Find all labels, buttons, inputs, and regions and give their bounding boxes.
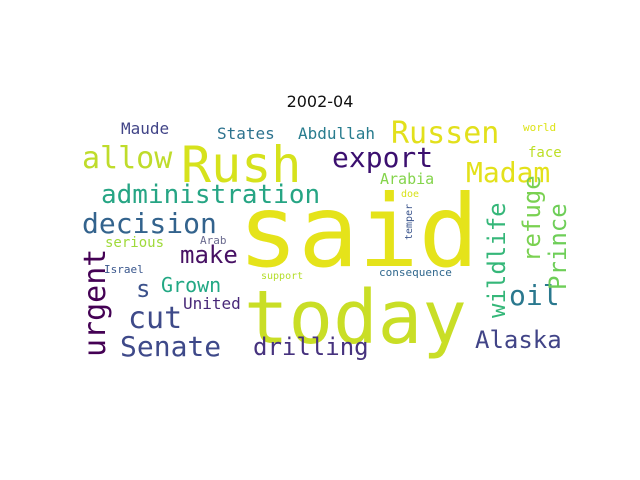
word-prince: Prince [544, 203, 572, 290]
word-said: said [238, 173, 479, 290]
word-world: world [523, 121, 556, 134]
word-madam: Madam [466, 156, 550, 189]
word-maude: Maude [121, 119, 169, 138]
word-serious: serious [105, 235, 164, 251]
word-s: s [136, 275, 150, 303]
word-russen: Russen [391, 116, 499, 151]
word-decision: decision [82, 207, 217, 240]
word-oil: oil [509, 279, 560, 312]
word-support: support [261, 271, 303, 282]
word-export: export [332, 141, 433, 174]
word-today: today [244, 275, 467, 361]
word-urgent: urgent [78, 249, 113, 357]
word-temper: temper [404, 204, 415, 240]
word-face: face [528, 145, 562, 161]
word-united: United [183, 294, 241, 313]
chart-title: 2002-04 [286, 92, 354, 111]
word-arab: Arab [200, 234, 227, 247]
word-make: make [180, 241, 238, 269]
word-drilling: drilling [253, 333, 369, 361]
word-israel: Israel [104, 263, 144, 276]
word-abdullah: Abdullah [298, 124, 375, 143]
word-senate: Senate [120, 330, 221, 363]
word-doe: doe [401, 189, 419, 200]
word-alaska: Alaska [475, 326, 562, 354]
word-arabia: Arabia [380, 170, 434, 188]
word-cut: cut [128, 301, 182, 336]
word-rush: Rush [181, 136, 301, 194]
word-consequence: consequence [379, 266, 452, 279]
word-administration: administration [101, 180, 320, 210]
word-states: States [217, 124, 275, 143]
word-refuge: refuge [518, 175, 546, 262]
word-wildlife: wildlife [483, 202, 511, 318]
word-grown: Grown [161, 273, 221, 297]
word-allow: allow [82, 141, 173, 176]
